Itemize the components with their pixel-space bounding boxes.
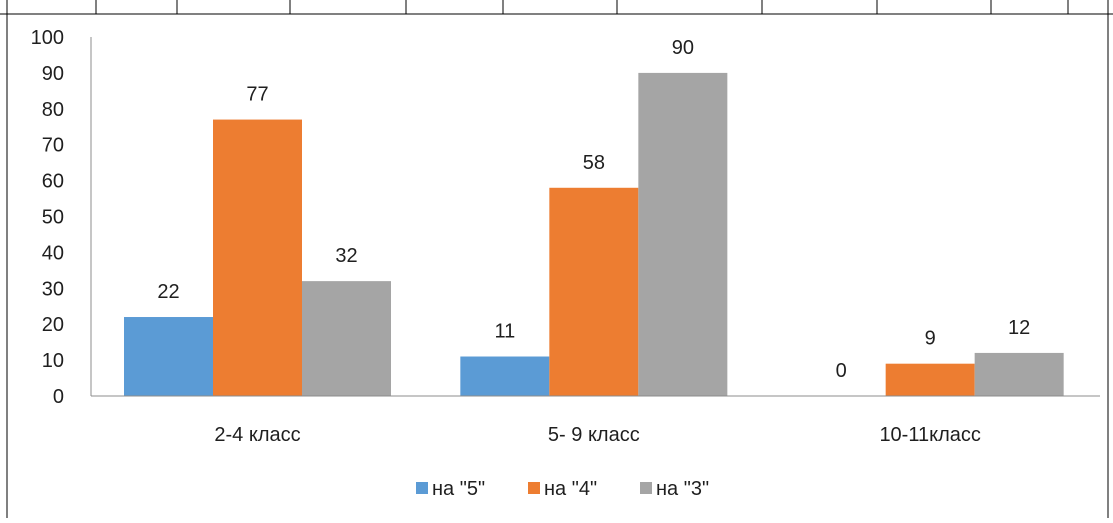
- data-label: 12: [1008, 317, 1030, 339]
- bar: [638, 72, 728, 397]
- data-label: 90: [672, 37, 694, 59]
- data-labels: 22 77 32 11 58 90 0 9 12: [157, 37, 1030, 382]
- x-tick-label: 2-4 класс: [214, 424, 300, 446]
- x-axis: 2-4 класс 5- 9 класс 10-11класс: [91, 395, 1100, 446]
- legend-swatch: [640, 482, 652, 494]
- y-tick-label: 60: [42, 171, 64, 193]
- y-tick-label: 50: [42, 207, 64, 229]
- bar: [549, 187, 639, 396]
- data-label: 11: [494, 321, 515, 343]
- y-tick-label: 90: [42, 63, 64, 85]
- legend: на "5" на "4" на "3": [416, 478, 709, 500]
- data-label: 32: [335, 245, 357, 267]
- y-tick-label: 100: [31, 27, 64, 49]
- data-label: 0: [836, 360, 847, 382]
- data-label: 77: [246, 84, 268, 106]
- y-tick-label: 10: [42, 350, 64, 372]
- legend-label: на "3": [656, 478, 709, 500]
- x-tick-label: 10-11класс: [879, 424, 980, 446]
- bar: [460, 356, 550, 396]
- data-label: 58: [583, 152, 605, 174]
- y-tick-label: 80: [42, 99, 64, 121]
- bar: [302, 281, 391, 396]
- legend-swatch: [416, 482, 428, 494]
- bar: [885, 363, 975, 396]
- y-tick-label: 70: [42, 135, 64, 157]
- y-tick-label: 30: [42, 278, 64, 300]
- y-tick-label: 0: [53, 386, 64, 408]
- legend-swatch: [528, 482, 540, 494]
- data-label: 9: [925, 328, 936, 350]
- bar: [213, 119, 302, 396]
- legend-label: на "5": [432, 478, 485, 500]
- y-tick-label: 40: [42, 242, 64, 264]
- x-tick-label: 5- 9 класс: [548, 424, 640, 446]
- data-label: 22: [157, 281, 179, 303]
- bar: [974, 352, 1064, 396]
- bars: [124, 72, 1064, 397]
- bar: [124, 317, 213, 396]
- y-tick-label: 20: [42, 314, 64, 336]
- legend-label: на "4": [544, 478, 597, 500]
- y-axis: 0 10 20 30 40 50 60 70 80 90 100: [31, 27, 92, 408]
